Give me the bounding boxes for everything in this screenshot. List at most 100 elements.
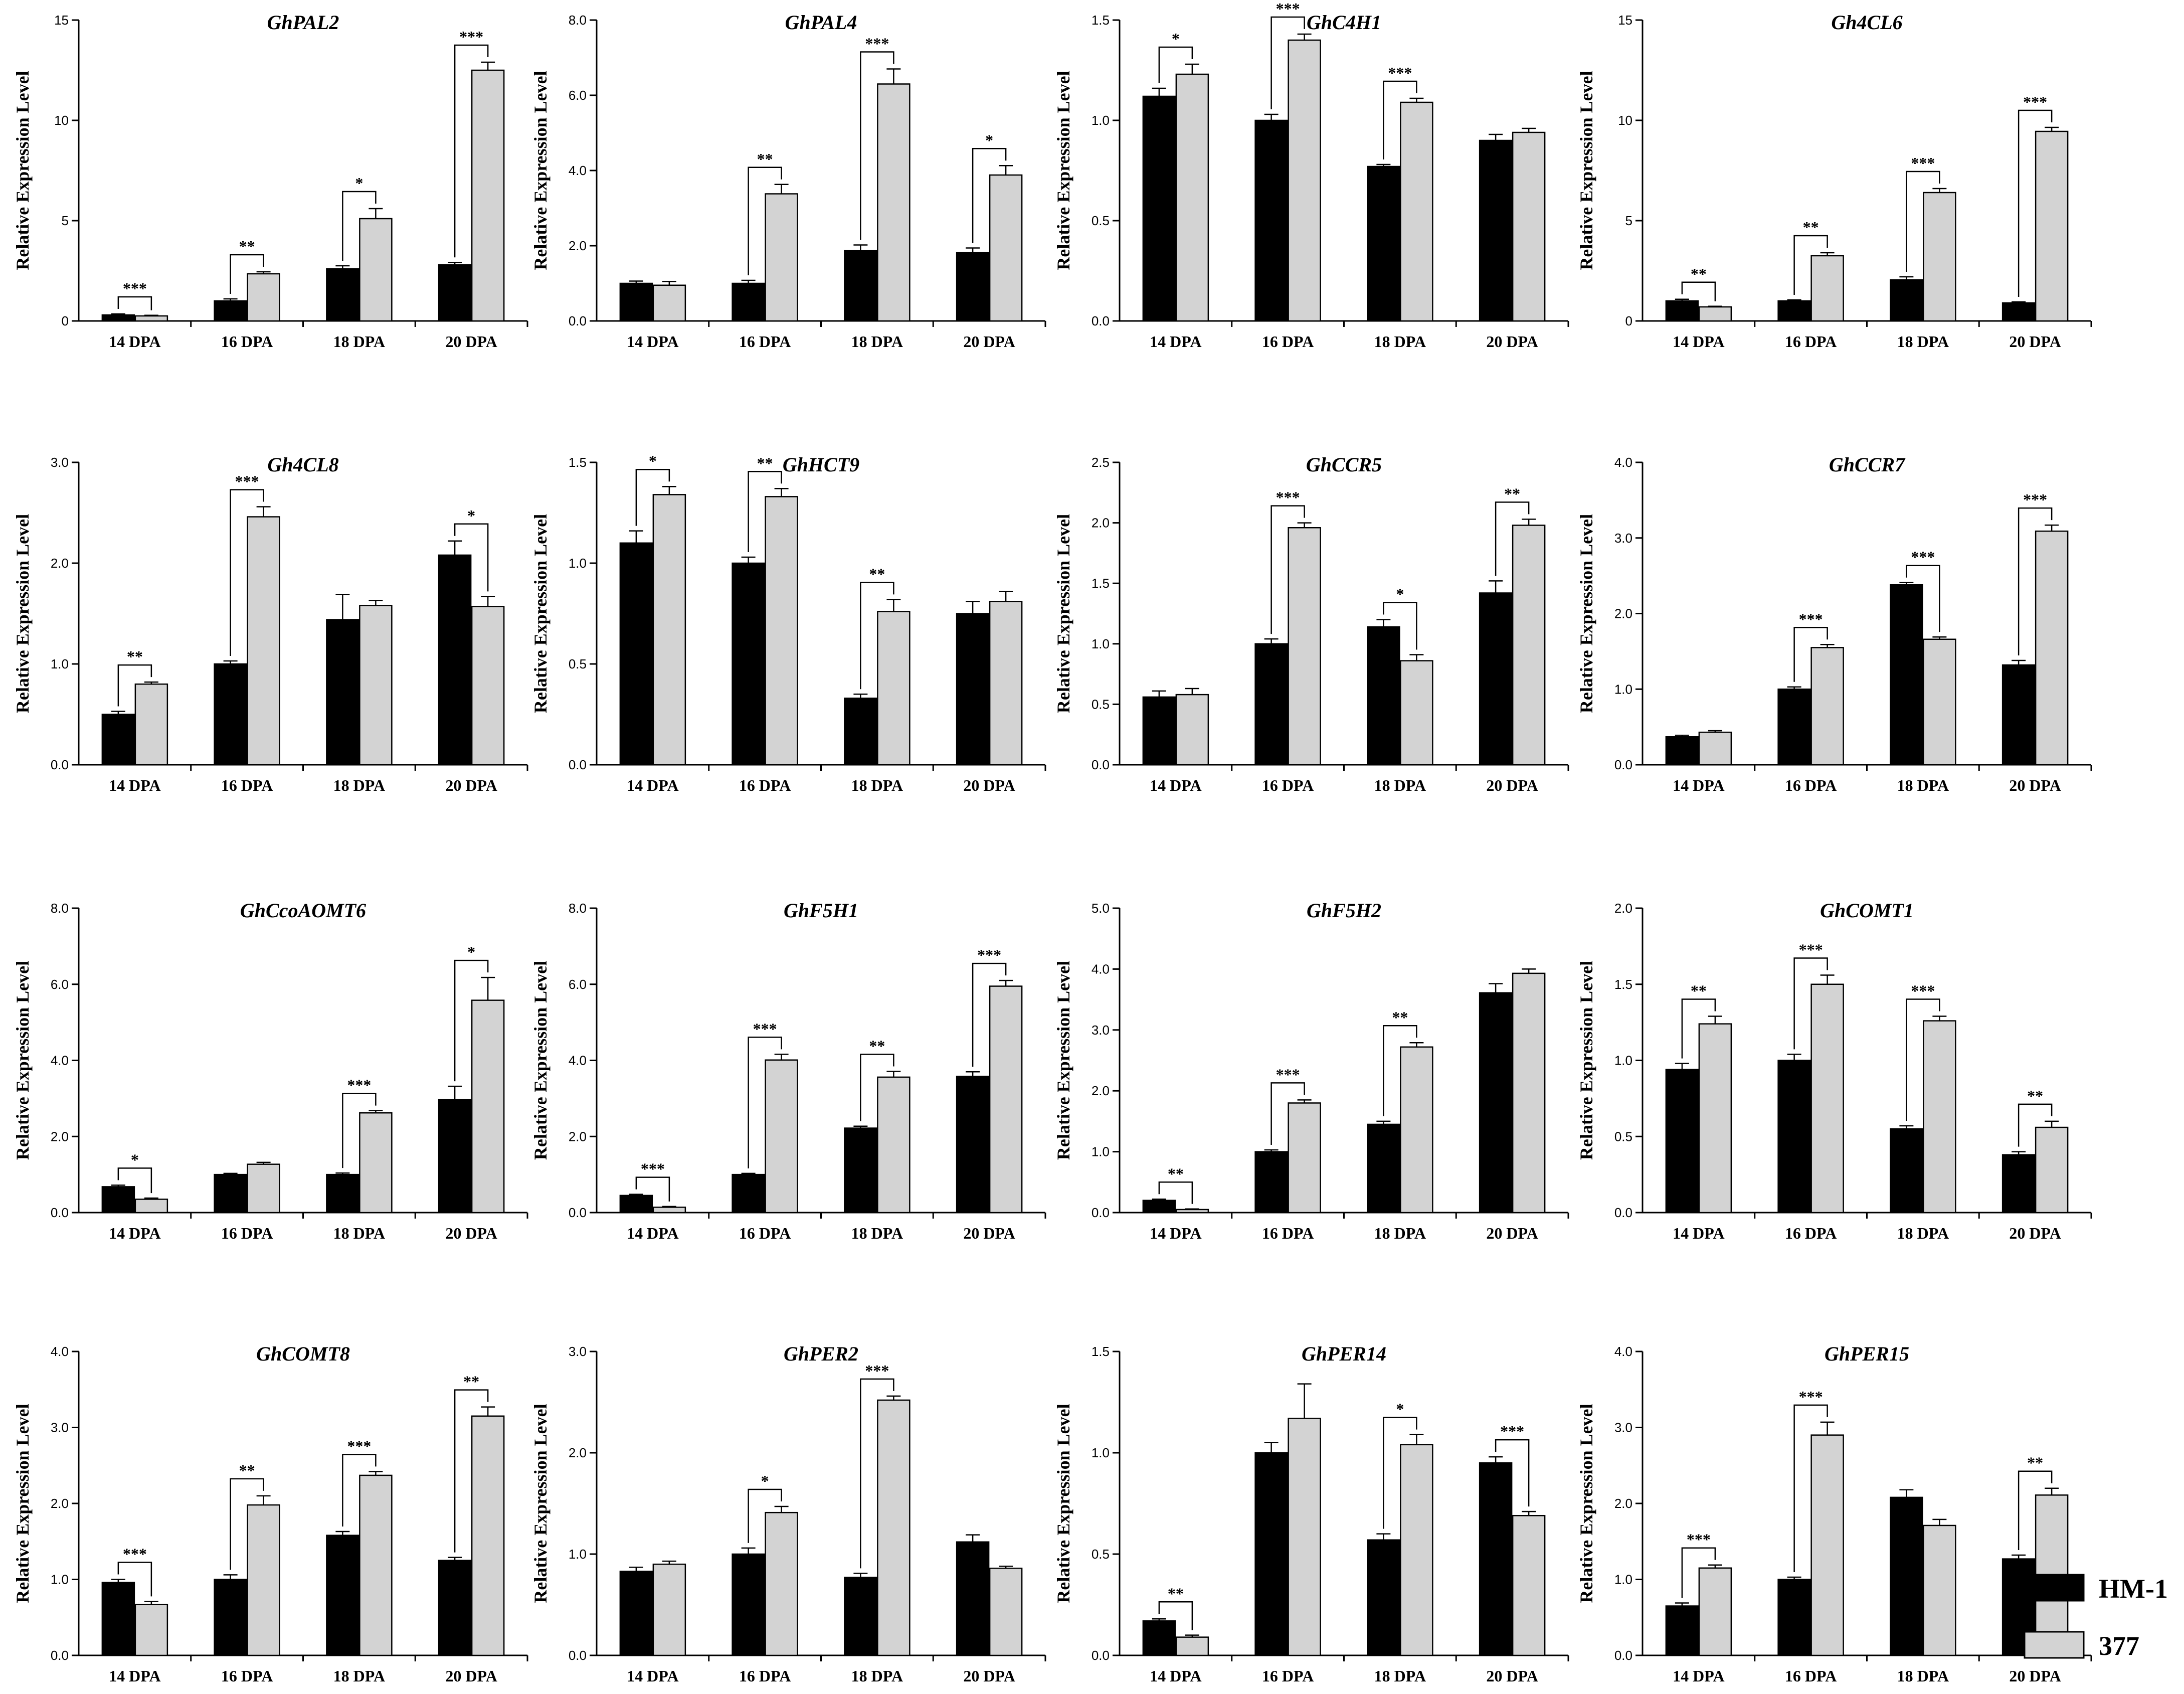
significance-label: *** [347, 1437, 371, 1455]
x-tick-label: 18 DPA [1897, 1224, 1949, 1242]
bar-377 [2035, 130, 2069, 322]
x-tick-label: 18 DPA [1897, 776, 1949, 794]
y-tick-label: 15 [1618, 13, 1632, 28]
chart-title: GhPER14 [1302, 1342, 1386, 1365]
bar-377 [652, 494, 686, 766]
y-tick-label: 15 [54, 13, 69, 28]
y-tick-label: 1.0 [1614, 1572, 1632, 1587]
bar-hm1 [1665, 1605, 1699, 1656]
bar-hm1 [1890, 584, 1923, 766]
y-tick-label: 10 [54, 113, 69, 128]
bar-377 [1512, 525, 1546, 766]
bar-377 [1175, 1209, 1209, 1214]
significance-label: *** [235, 472, 259, 490]
bar-377 [765, 1059, 798, 1214]
significance-bracket [748, 1037, 782, 1168]
y-tick-label: 3.0 [1091, 1023, 1110, 1038]
x-tick-label: 14 DPA [1150, 1667, 1201, 1685]
bar-hm1 [844, 698, 877, 766]
x-tick-label: 16 DPA [1262, 1667, 1314, 1685]
x-tick-label: 20 DPA [963, 1667, 1015, 1685]
bar-377 [1698, 731, 1732, 766]
significance-label: *** [1276, 0, 1300, 18]
bar-hm1 [1254, 1452, 1288, 1656]
y-tick-label: 6.0 [51, 977, 69, 992]
bar-hm1 [438, 1099, 472, 1214]
y-tick-label: 4.0 [1614, 455, 1632, 470]
significance-label: *** [1388, 64, 1412, 82]
chart-title: GhCOMT1 [1820, 899, 1914, 922]
bar-377 [877, 1076, 911, 1214]
bar-hm1 [956, 1541, 990, 1656]
panel-ghper15: GhPER15 Relative Expression Level 0.0 1.0 2.… [1576, 1342, 2092, 1685]
bar-hm1 [732, 1173, 765, 1214]
significance-label: *** [977, 946, 1001, 964]
significance-bracket [1793, 957, 1828, 1050]
bar-hm1 [956, 1076, 990, 1214]
y-tick-label: 2.0 [569, 1129, 587, 1144]
significance-label: *** [1500, 1422, 1524, 1440]
x-tick-label: 20 DPA [963, 1224, 1015, 1242]
panel-ghccoaomt6: GhCcoAOMT6 Relative Expression Level 0.0 2.… [13, 899, 528, 1242]
x-tick-label: 14 DPA [1150, 776, 1201, 794]
chart-title: GhHCT9 [783, 453, 859, 476]
y-axis-label: Relative Expression Level [1053, 514, 1073, 713]
y-tick-label: 1.0 [51, 1572, 69, 1587]
significance-label: ** [1392, 1008, 1408, 1026]
bar-377 [247, 516, 280, 766]
significance-bracket [454, 523, 489, 592]
bar-377 [2035, 1126, 2069, 1214]
bar-hm1 [956, 252, 990, 322]
bar-hm1 [214, 300, 247, 322]
y-tick-label: 0.5 [569, 656, 587, 671]
y-tick-label: 2.0 [51, 556, 69, 571]
bar-377 [1923, 1020, 1956, 1214]
x-tick-label: 16 DPA [739, 776, 791, 794]
y-tick-label: 4.0 [51, 1344, 69, 1359]
significance-bracket [860, 1378, 894, 1569]
significance-label: * [1396, 1400, 1404, 1418]
bar-hm1 [1890, 279, 1923, 322]
bar-377 [1810, 647, 1844, 766]
significance-bracket [1158, 1181, 1193, 1204]
significance-bracket [748, 166, 782, 275]
significance-label: *** [1276, 1065, 1300, 1083]
bar-377 [877, 1399, 911, 1656]
significance-bracket [860, 582, 894, 690]
y-axis-label: Relative Expression Level [1053, 961, 1073, 1160]
x-tick-label: 20 DPA [445, 1224, 497, 1242]
y-tick-label: 2.0 [1614, 1496, 1632, 1511]
bar-hm1 [1479, 992, 1513, 1214]
bar-377 [1698, 306, 1732, 322]
x-tick-label: 18 DPA [333, 332, 385, 351]
x-tick-label: 16 DPA [1262, 332, 1314, 351]
bar-hm1 [619, 282, 653, 322]
panel-ghhct9: GhHCT9 Relative Expression Level 0.0 0.5 1.0… [530, 452, 1046, 794]
bar-377 [652, 1563, 686, 1656]
bar-hm1 [1665, 300, 1699, 322]
significance-bracket [1681, 281, 1716, 301]
bar-377 [989, 174, 1023, 322]
significance-label: ** [2027, 1454, 2043, 1472]
bar-hm1 [732, 1553, 765, 1656]
y-tick-label: 8.0 [51, 901, 69, 916]
x-tick-label: 18 DPA [851, 332, 903, 351]
panel-ghccr5: GhCCR5 Relative Expression Level 0.0 0.5 1.0… [1053, 453, 1569, 794]
panel-ghf5h1: GhF5H1 Relative Expression Level 0.0 2.0 4.0… [530, 899, 1046, 1242]
y-tick-label: 3.0 [1614, 531, 1632, 546]
bar-377 [1923, 1524, 1956, 1656]
panel-ghc4h1: GhC4H1 Relative Expression Level 0.0 0.5 1.0… [1053, 0, 1569, 351]
significance-bracket [1383, 80, 1417, 159]
significance-bracket [117, 664, 152, 707]
significance-label: ** [1168, 1584, 1184, 1602]
bar-hm1 [619, 1195, 653, 1214]
x-tick-label: 14 DPA [109, 332, 160, 351]
y-tick-label: 2.0 [51, 1129, 69, 1144]
legend-swatch-377 [2024, 1631, 2085, 1659]
bar-hm1 [1142, 1200, 1176, 1214]
y-tick-label: 2.0 [569, 238, 587, 253]
y-axis-label: Relative Expression Level [530, 71, 551, 270]
significance-bracket [1681, 998, 1716, 1059]
y-tick-label: 0.5 [1091, 697, 1110, 712]
bar-377 [652, 284, 686, 322]
